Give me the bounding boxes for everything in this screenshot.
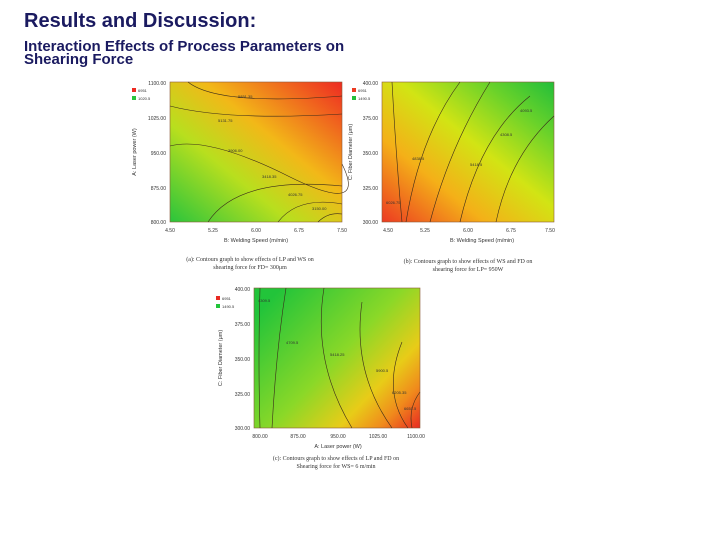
x-tick: 4.50 xyxy=(165,228,175,234)
contour-label: 4838.5 xyxy=(412,156,425,161)
legend-high: 6951 xyxy=(138,88,148,93)
x-tick: 6.00 xyxy=(251,228,261,234)
contour-labels: 5851.35 5131.75 3906.00 3418.35 4026.75 … xyxy=(218,94,327,211)
caption-line: shearing force for FD= 300μm xyxy=(213,265,287,271)
plot-area xyxy=(381,81,555,223)
y-axis-label: C: Fiber Diameter (μm) xyxy=(218,330,224,387)
x-axis-label: B: Welding Speed (m/min) xyxy=(224,238,288,244)
x-tick: 6.75 xyxy=(294,228,304,234)
y-tick: 325.00 xyxy=(235,392,251,398)
contour-label: 3150.00 xyxy=(312,206,327,211)
x-axis-label: B: Welding Speed (m/min) xyxy=(450,238,514,244)
contour-labels: 4309.5 4709.5 5418.25 5900.5 6205.35 665… xyxy=(258,298,417,411)
x-ticks: 4.50 5.25 6.00 6.75 7.50 xyxy=(383,228,555,234)
x-tick: 950.00 xyxy=(330,434,346,440)
legend-low-swatch xyxy=(352,96,356,100)
contour-label: 5851.35 xyxy=(238,94,253,99)
y-tick: 375.00 xyxy=(235,322,251,328)
caption-a: (a): Contours graph to show effects of L… xyxy=(150,256,350,272)
contour-label: 5418.5 xyxy=(470,162,483,167)
contour-label: 4709.5 xyxy=(286,340,299,345)
x-axis-label: A: Laser power (W) xyxy=(314,444,362,450)
y-tick: 1025.00 xyxy=(148,116,166,122)
caption-line: (b): Contours graph to show effects of W… xyxy=(403,259,533,265)
y-tick: 300.00 xyxy=(235,426,251,432)
caption-b: (b): Contours graph to show effects of W… xyxy=(368,258,568,274)
x-tick: 1100.00 xyxy=(407,434,425,440)
y-tick: 875.00 xyxy=(151,186,167,192)
y-ticks: 1100.00 1025.00 950.00 875.00 800.00 xyxy=(148,81,166,226)
contour-labels: 4093.5 4308.5 4838.5 5418.5 6026.75 xyxy=(386,108,533,205)
legend-high-swatch xyxy=(352,88,356,92)
legend-low-swatch xyxy=(132,96,136,100)
caption-line: shearing force for LP= 950W xyxy=(432,267,504,273)
x-tick: 4.50 xyxy=(383,228,393,234)
y-tick: 1100.00 xyxy=(148,81,166,87)
contour-label: 5900.5 xyxy=(376,368,389,373)
caption-line: (a): Contours graph to show effects of L… xyxy=(186,257,314,263)
x-tick: 7.50 xyxy=(545,228,555,234)
x-ticks: 800.00 875.00 950.00 1025.00 1100.00 xyxy=(252,434,425,440)
y-ticks: 400.00 375.00 350.00 325.00 300.00 xyxy=(235,287,251,432)
y-tick: 950.00 xyxy=(151,151,167,157)
contour-label: 5131.75 xyxy=(218,118,233,123)
y-tick: 325.00 xyxy=(363,186,379,192)
y-axis-label: C: Fiber Diameter (μm) xyxy=(348,124,354,181)
caption-line: Shearing force for WS= 6 m/min xyxy=(296,464,376,470)
legend-high-swatch xyxy=(132,88,136,92)
y-tick: 350.00 xyxy=(235,357,251,363)
contour-label: 3906.00 xyxy=(228,148,243,153)
slide-title: Results and Discussion: xyxy=(24,10,257,32)
x-tick: 6.00 xyxy=(463,228,473,234)
contour-plot-c: 6951 1490.5 4309.5 4709.5 5418.25 5900.5… xyxy=(216,287,425,450)
plot-area xyxy=(169,81,343,223)
y-tick: 400.00 xyxy=(235,287,251,293)
caption-c: (c): Contours graph to show effects of L… xyxy=(236,455,436,471)
contour-plot-a: 6951 1020.5 5851.35 5131.75 3906.00 3418… xyxy=(132,81,349,244)
contour-label: 6026.75 xyxy=(386,200,401,205)
x-tick: 6.75 xyxy=(506,228,516,234)
y-tick: 300.00 xyxy=(363,220,379,226)
contour-lines xyxy=(258,287,421,429)
legend-high: 6951 xyxy=(358,88,368,93)
legend-high-swatch xyxy=(216,296,220,300)
legend-low: 1020.5 xyxy=(138,96,151,101)
contour-label: 4309.5 xyxy=(258,298,271,303)
contour-label: 4026.75 xyxy=(288,192,303,197)
legend-high: 6951 xyxy=(222,296,232,301)
legend-low: 1490.5 xyxy=(358,96,371,101)
x-tick: 7.50 xyxy=(337,228,347,234)
contour-label: 5418.25 xyxy=(330,352,345,357)
x-ticks: 4.50 5.25 6.00 6.75 7.50 xyxy=(165,228,347,234)
contour-lines xyxy=(391,81,555,223)
contour-plot-b: 6951 1490.5 4093.5 4308.5 4838.5 5418.5 … xyxy=(348,81,555,244)
contour-label: 6651.5 xyxy=(404,406,417,411)
y-tick: 800.00 xyxy=(151,220,167,226)
contour-label: 4093.5 xyxy=(520,108,533,113)
caption-line: (c): Contours graph to show effects of L… xyxy=(272,456,400,462)
x-tick: 875.00 xyxy=(290,434,306,440)
slide-subtitle: Interaction Effects of Process Parameter… xyxy=(24,38,345,68)
legend-low: 1490.5 xyxy=(222,304,235,309)
x-tick: 800.00 xyxy=(252,434,268,440)
contour-label: 6205.35 xyxy=(392,390,407,395)
x-tick: 5.25 xyxy=(208,228,218,234)
y-tick: 375.00 xyxy=(363,116,379,122)
y-ticks: 400.00 375.00 350.00 325.00 300.00 xyxy=(363,81,379,226)
contour-label: 4308.5 xyxy=(500,132,513,137)
plot-area xyxy=(253,287,421,429)
x-tick: 5.25 xyxy=(420,228,430,234)
y-tick: 400.00 xyxy=(363,81,379,87)
x-tick: 1025.00 xyxy=(369,434,387,440)
y-axis-label: A: Laser power (W) xyxy=(132,128,138,176)
contour-label: 3418.35 xyxy=(262,174,277,179)
contour-lines xyxy=(169,81,349,223)
y-tick: 350.00 xyxy=(363,151,379,157)
legend-low-swatch xyxy=(216,304,220,308)
